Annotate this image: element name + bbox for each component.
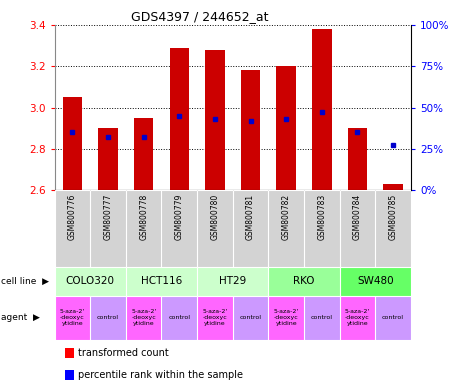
Text: agent  ▶: agent ▶	[1, 313, 40, 322]
Text: control: control	[311, 315, 333, 320]
Text: GSM800784: GSM800784	[353, 194, 362, 240]
Bar	[134, 118, 153, 190]
Text: GSM800785: GSM800785	[389, 194, 398, 240]
Text: control: control	[168, 315, 190, 320]
Bar	[63, 97, 82, 190]
Text: GDS4397 / 244652_at: GDS4397 / 244652_at	[131, 10, 268, 23]
Bar	[276, 66, 296, 190]
Bar	[65, 370, 74, 379]
Text: SW480: SW480	[357, 276, 394, 286]
Bar	[170, 48, 189, 190]
Text: HCT116: HCT116	[141, 276, 182, 286]
Text: control: control	[382, 315, 404, 320]
Text: GSM800779: GSM800779	[175, 194, 184, 240]
Bar	[383, 184, 403, 190]
Text: COLO320: COLO320	[66, 276, 115, 286]
Text: GSM800776: GSM800776	[68, 194, 77, 240]
Bar	[241, 70, 260, 190]
Text: cell line  ▶: cell line ▶	[1, 277, 49, 286]
Text: GSM800782: GSM800782	[282, 194, 291, 240]
Bar	[65, 348, 74, 358]
Text: HT29: HT29	[219, 276, 247, 286]
Text: control: control	[97, 315, 119, 320]
Text: RKO: RKO	[293, 276, 315, 286]
Text: GSM800778: GSM800778	[139, 194, 148, 240]
Text: GSM800777: GSM800777	[104, 194, 113, 240]
Text: GSM800783: GSM800783	[317, 194, 326, 240]
Text: 5-aza-2'
-deoxyc
ytidine: 5-aza-2' -deoxyc ytidine	[345, 310, 370, 326]
Text: GSM800781: GSM800781	[246, 194, 255, 240]
Text: 5-aza-2'
-deoxyc
ytidine: 5-aza-2' -deoxyc ytidine	[202, 310, 228, 326]
Text: percentile rank within the sample: percentile rank within the sample	[78, 370, 243, 380]
Bar	[348, 128, 367, 190]
Text: GSM800780: GSM800780	[210, 194, 219, 240]
Text: 5-aza-2'
-deoxyc
ytidine: 5-aza-2' -deoxyc ytidine	[60, 310, 85, 326]
Text: control: control	[239, 315, 262, 320]
Bar	[98, 128, 118, 190]
Text: 5-aza-2'
-deoxyc
ytidine: 5-aza-2' -deoxyc ytidine	[131, 310, 156, 326]
Bar	[312, 29, 332, 190]
Bar	[205, 50, 225, 190]
Text: transformed count: transformed count	[78, 348, 169, 358]
Text: 5-aza-2'
-deoxyc
ytidine: 5-aza-2' -deoxyc ytidine	[274, 310, 299, 326]
